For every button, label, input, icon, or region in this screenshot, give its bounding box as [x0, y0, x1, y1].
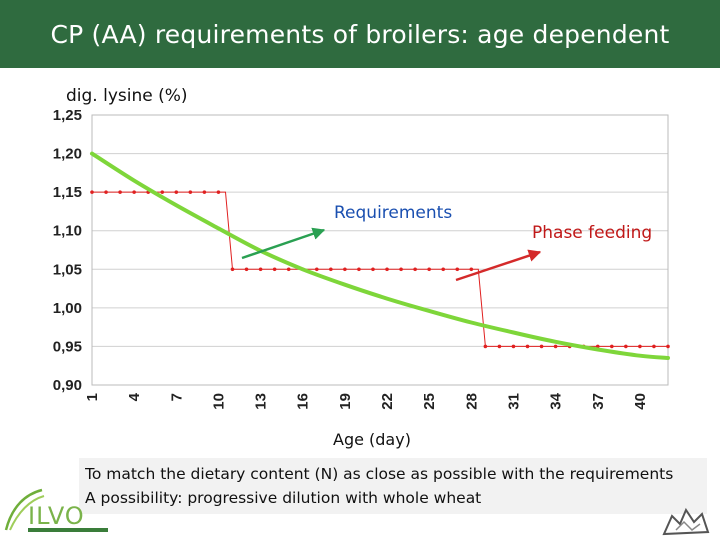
y-tick-label: 1,00 [53, 300, 82, 317]
x-tick-label: 40 [632, 393, 649, 410]
grid [92, 114, 668, 386]
x-tick-label: 25 [421, 393, 438, 410]
lion-emblem-icon [662, 507, 710, 536]
x-tick-label: 10 [210, 393, 227, 410]
x-tick-label: 4 [126, 392, 143, 401]
y-tick-label: 0,90 [53, 377, 82, 394]
annotations: Requirements Phase feeding [241, 203, 652, 282]
requirements-arrow [241, 227, 326, 260]
title-bar: CP (AA) requirements of broilers: age de… [0, 0, 720, 68]
phase-feeding-arrow [455, 249, 542, 282]
phase-feeding-point [427, 267, 431, 272]
phase-feeding-point [329, 267, 333, 272]
phase-feeding-point [539, 344, 544, 349]
logo-strip [28, 528, 108, 532]
y-tick-label: 1,05 [53, 261, 82, 278]
phase-feeding-point [258, 267, 263, 272]
x-tick-label: 22 [379, 393, 396, 410]
x-tick-label: 31 [505, 393, 522, 410]
page-title: CP (AA) requirements of broilers: age de… [50, 19, 670, 49]
x-tick-label: 1 [84, 393, 101, 401]
x-tick-label: 7 [168, 393, 185, 401]
phase-feeding-point [497, 344, 502, 349]
requirements-annotation: Requirements [334, 203, 452, 223]
requirements-curve [90, 151, 670, 360]
phase-feeding-point [174, 190, 179, 194]
x-tick-label: 19 [337, 393, 354, 410]
note-line-2: A possibility: progressive dilution with… [85, 489, 482, 507]
phase-feeding-annotation: Phase feeding [532, 223, 652, 243]
x-axis-label: Age (day) [333, 430, 411, 449]
phase-feeding-point [652, 344, 656, 349]
y-tick-label: 1,25 [53, 107, 82, 124]
y-tick-label: 1,20 [53, 146, 82, 163]
phase-feeding-point [118, 190, 122, 194]
phase-feeding-point [399, 267, 403, 272]
phase-feeding-line [92, 191, 668, 347]
phase-feeding-point [188, 190, 193, 194]
phase-feeding-point [469, 267, 474, 272]
x-tick-labels: 1 4 7 10 13 16 19 22 25 28 31 34 37 40 [84, 392, 649, 409]
y-tick-label: 0,95 [53, 338, 82, 355]
phase-feeding-point [553, 344, 558, 349]
ilvo-logo: ILVO [4, 488, 108, 532]
phase-feeding-point [132, 190, 136, 194]
y-tick-label: 1,10 [53, 223, 82, 240]
phase-feeding-point [343, 267, 347, 272]
phase-feeding-point [244, 267, 249, 272]
phase-feeding-point [202, 190, 207, 194]
phase-feeding-point [385, 267, 389, 272]
x-tick-label: 28 [463, 393, 480, 410]
phase-feeding-point [441, 267, 446, 272]
phase-feeding-point [160, 190, 165, 194]
logo-text: ILVO [28, 502, 85, 530]
x-tick-label: 13 [253, 393, 270, 410]
x-tick-label: 37 [590, 393, 607, 410]
phase-feeding-point [216, 190, 221, 194]
phase-feeding-point [511, 344, 516, 349]
logo-leaf-inner-icon [9, 495, 45, 531]
y-axis-label: dig. lysine (%) [66, 86, 188, 106]
logo-leaf-icon [4, 488, 43, 531]
phase-feeding-point [483, 344, 488, 349]
note-line-1: To match the dietary content (N) as clos… [85, 465, 674, 483]
phase-feeding-point [455, 267, 460, 272]
phase-feeding-point [272, 267, 277, 272]
phase-feeding-point [413, 267, 417, 272]
y-tick-label: 1,15 [53, 184, 82, 201]
phase-feeding-point [525, 344, 530, 349]
phase-feeding-point [638, 344, 642, 349]
series [90, 151, 670, 360]
x-tick-label: 34 [548, 392, 565, 409]
phase-feeding-point [371, 267, 375, 272]
phase-feeding-point [230, 267, 235, 272]
x-tick-label: 16 [295, 393, 312, 410]
phase-feeding-point [610, 344, 614, 349]
phase-feeding-point [666, 344, 670, 349]
phase-feeding-point [286, 267, 291, 272]
phase-feeding-point [104, 190, 108, 194]
phase-feeding-point [314, 267, 319, 272]
phase-feeding-point [624, 344, 628, 349]
y-tick-labels: 1,25 1,20 1,15 1,10 1,05 1,00 0,95 0,90 [53, 107, 82, 394]
note-box: To match the dietary content (N) as clos… [79, 458, 707, 514]
plot-frame [91, 114, 669, 386]
lysine-chart: 1,25 1,20 1,15 1,10 1,05 1,00 0,95 0,90 1 4 7 10 13… [53, 107, 670, 449]
phase-feeding-point [357, 267, 361, 272]
phase-feeding-point [90, 190, 94, 194]
